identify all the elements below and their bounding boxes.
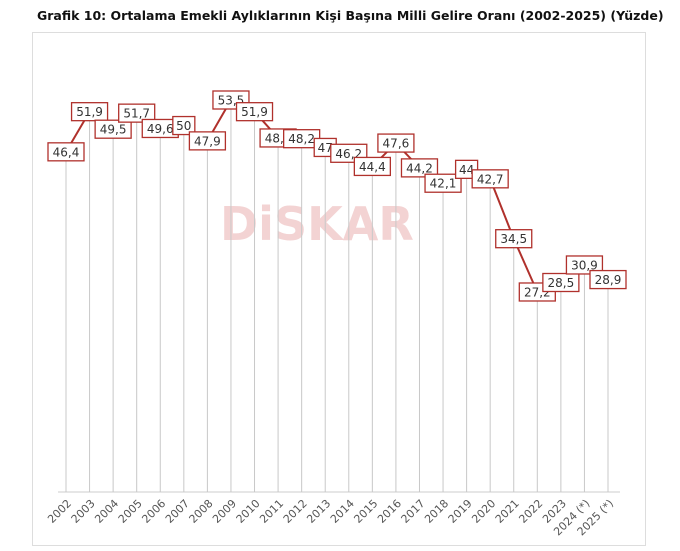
x-tick-label: 2014 (328, 497, 357, 526)
x-tick-label: 2019 (446, 497, 475, 526)
data-label-text: 50 (176, 119, 191, 133)
data-label-text: 47,6 (383, 137, 410, 151)
data-label: 50 (172, 115, 196, 136)
data-label-text: 34,5 (500, 232, 527, 246)
data-label: 49,5 (94, 119, 132, 139)
data-label-text: 48,2 (288, 132, 315, 146)
data-label-text: 28,9 (595, 273, 622, 287)
data-label-text: 42,1 (430, 177, 457, 191)
data-label-box (495, 229, 533, 249)
data-label-box (70, 102, 109, 122)
data-label-box (542, 272, 580, 293)
x-tick-label: 2002 (45, 497, 74, 526)
data-label-box (377, 133, 415, 153)
data-label: 28,5 (542, 272, 580, 293)
x-tick-label: 2015 (351, 497, 380, 526)
data-label: 51,7 (118, 103, 156, 123)
data-label: 47,6 (377, 133, 415, 153)
data-label-box (94, 119, 132, 139)
data-label-text: 28,5 (548, 276, 575, 290)
x-tick-label: 2003 (69, 497, 98, 526)
x-tick-label: 2021 (493, 497, 522, 526)
x-tick-label: 2013 (304, 497, 333, 526)
x-tick-label: 2012 (281, 497, 310, 526)
data-label-box (400, 158, 439, 178)
data-label-box (353, 156, 391, 177)
data-label-box (47, 142, 85, 162)
x-tick-label: 2004 (92, 497, 121, 526)
data-label-text: 51,9 (241, 105, 268, 119)
x-tick-label: 2017 (399, 497, 428, 526)
x-tick-label: 2008 (187, 497, 216, 526)
data-label-box (471, 169, 509, 189)
data-label: 48,2 (283, 129, 321, 149)
x-tick-label: 2010 (234, 497, 263, 526)
x-tick-label: 2006 (139, 497, 168, 526)
data-label-box (172, 115, 196, 136)
data-label: 46,4 (47, 142, 85, 162)
x-tick-label: 2011 (257, 497, 286, 526)
chart-frame (32, 32, 646, 546)
x-tick-label: 2009 (210, 497, 239, 526)
data-label-text: 42,7 (477, 172, 504, 186)
data-label: 28,9 (589, 269, 627, 290)
x-tick-label: 2018 (422, 497, 451, 526)
data-label-text: 49,6 (147, 122, 174, 136)
data-label-text: 30,9 (571, 258, 598, 272)
data-label: 30,9 (565, 255, 604, 275)
data-label-box (118, 103, 156, 123)
data-label: 44,2 (400, 158, 439, 178)
data-label-text: 47,9 (194, 134, 221, 148)
data-label-text: 44,2 (406, 161, 433, 175)
data-label-box (188, 131, 227, 151)
data-label-text: 46,4 (53, 145, 80, 159)
data-label: 47,9 (188, 131, 227, 151)
watermark: DiSKAR (220, 197, 414, 251)
data-label-box (235, 102, 274, 122)
x-tick-label: 2022 (516, 497, 545, 526)
data-label: 42,7 (471, 169, 509, 189)
data-label-text: 44,4 (359, 160, 386, 174)
data-label-box (565, 255, 604, 275)
x-tick-label: 2007 (163, 497, 192, 526)
data-label-text: 44 (459, 163, 474, 177)
x-tick-label: 2005 (116, 497, 145, 526)
x-tick-label: 2016 (375, 497, 404, 526)
data-label: 51,9 (70, 102, 109, 122)
data-label: 34,5 (495, 229, 533, 249)
data-label-box (589, 269, 627, 290)
data-label: 51,9 (235, 102, 274, 122)
data-label-text: 51,7 (123, 107, 150, 121)
data-label: 44,4 (353, 156, 391, 177)
data-label-text: 47 (318, 141, 333, 155)
data-label-box (424, 173, 462, 193)
data-label-text: 51,9 (76, 105, 103, 119)
x-tick-label: 2020 (469, 497, 498, 526)
data-label: 42,1 (424, 173, 462, 193)
chart-title: Grafik 10: Ortalama Emekli Aylıklarının … (37, 8, 664, 23)
data-label-text: 49,5 (100, 123, 127, 137)
